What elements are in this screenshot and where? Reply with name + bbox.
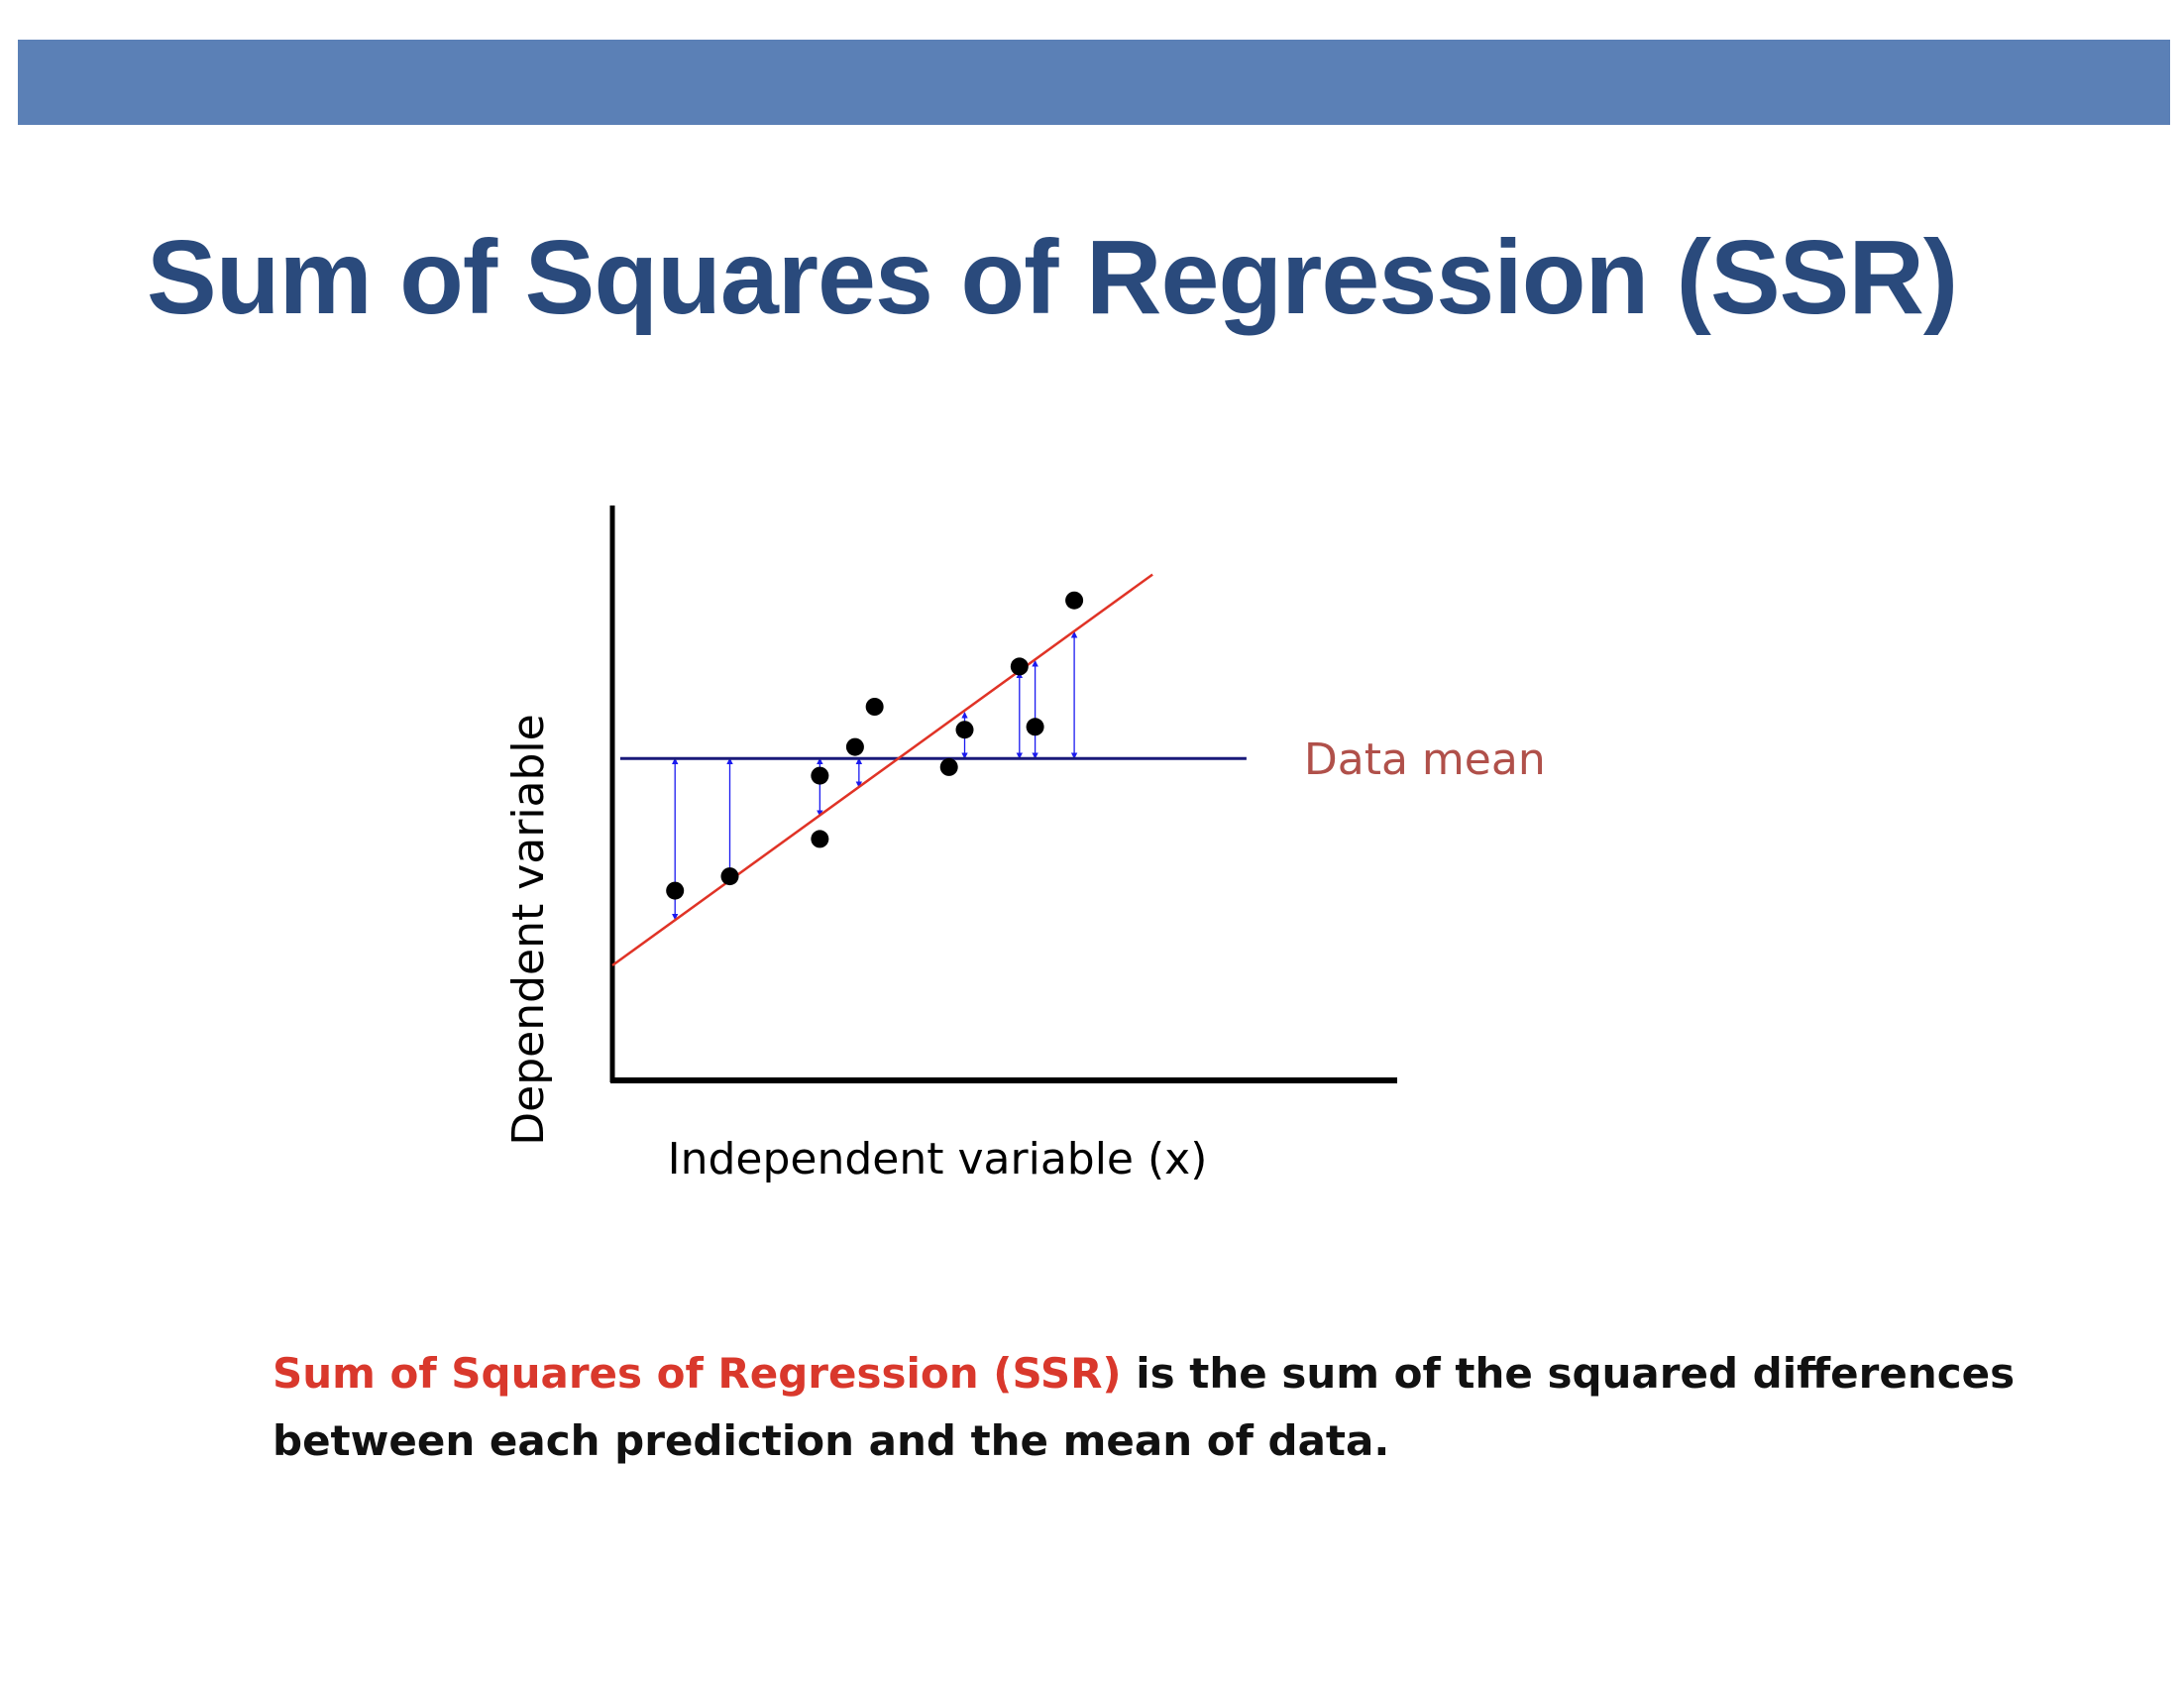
data-point <box>845 737 864 756</box>
data-point <box>811 766 829 785</box>
data-point <box>666 881 685 900</box>
data-point <box>955 721 974 739</box>
data-point <box>1010 657 1029 676</box>
slide-title: Sum of Squares of Regression (SSR) <box>147 219 1958 336</box>
description-highlight: Sum of Squares of Regression (SSR) <box>273 1349 1122 1398</box>
y-axis-label: Dependent variable <box>503 714 554 1145</box>
description-text: Sum of Squares of Regression (SSR) is th… <box>273 1340 2017 1475</box>
x-axis-label: Independent variable (x) <box>668 1134 1208 1184</box>
regression-line <box>611 573 1153 967</box>
data-point <box>811 830 829 848</box>
data-point <box>939 757 958 776</box>
data-point <box>1065 591 1084 610</box>
data-point <box>720 867 739 886</box>
data-mean-label: Data mean <box>1304 734 1546 785</box>
description-rest: is the sum of the squared differences be… <box>273 1349 2016 1465</box>
data-point <box>1026 718 1044 736</box>
top-banner-bar <box>18 40 2170 125</box>
data-point <box>865 698 884 716</box>
